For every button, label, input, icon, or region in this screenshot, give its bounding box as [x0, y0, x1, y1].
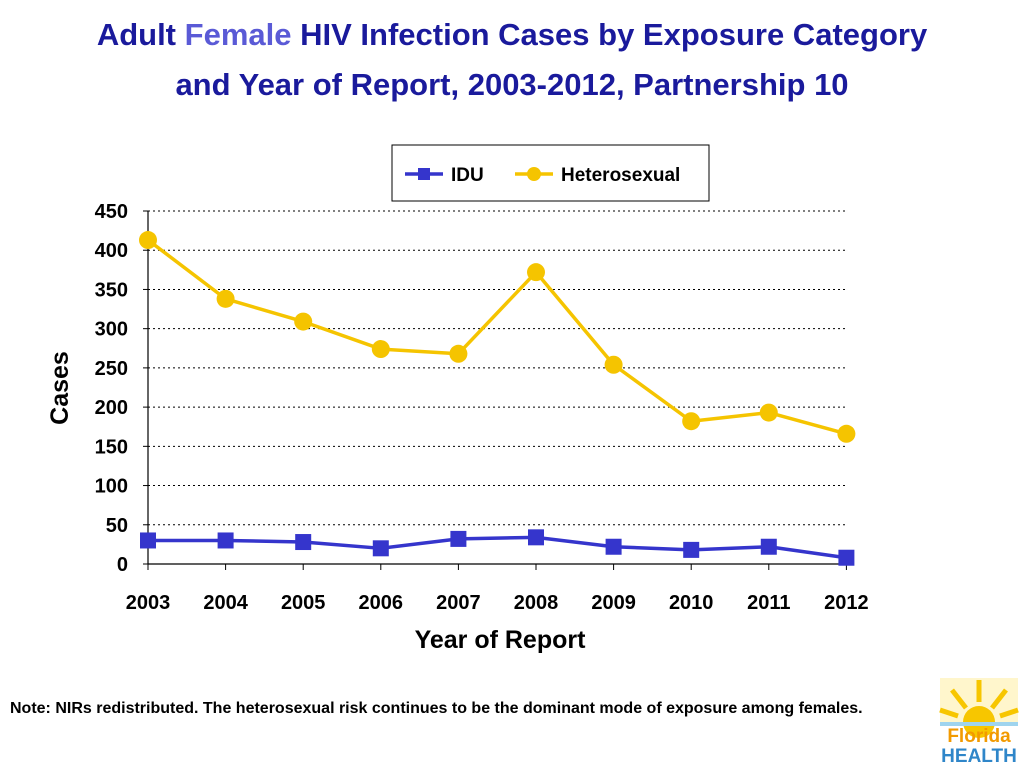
x-axis-title: Year of Report	[415, 626, 587, 654]
data-point-idu	[528, 529, 544, 546]
x-tick-label: 2012	[824, 592, 869, 614]
series-line-heterosexual	[146, 238, 847, 436]
y-tick-label: 150	[95, 436, 128, 458]
footnote: Note: NIRs redistributed. The heterosexu…	[10, 700, 863, 717]
title-part-2: HIV Infection Cases by Exposure Category	[300, 17, 928, 52]
data-point-idu	[295, 534, 312, 551]
florida-health-logo: Florida HEALTH	[939, 678, 1019, 764]
sun-icon	[939, 678, 1019, 738]
data-point-heterosexual	[604, 355, 623, 374]
data-point-heterosexual	[139, 231, 157, 250]
data-point-idu	[683, 541, 700, 558]
title-part-1: Adult	[96, 17, 177, 52]
y-tick-label: 50	[106, 515, 128, 537]
x-tick-label: 2006	[359, 592, 404, 614]
data-point-heterosexual	[682, 412, 701, 431]
y-tick-label: 400	[95, 240, 128, 262]
y-tick-label: 300	[95, 319, 128, 341]
y-tick-label: 0	[117, 554, 128, 576]
line-chart: 0 50 100 150 200 250 300 350 400 450 2003 2004 2005 2…	[46, 144, 869, 654]
data-point-heterosexual	[294, 312, 313, 331]
x-tick-label: 2005	[281, 592, 326, 614]
data-point-idu	[217, 532, 234, 549]
data-point-heterosexual	[371, 340, 390, 359]
data-point-idu	[372, 540, 389, 557]
legend-label-heterosexual: Heterosexual	[561, 165, 680, 186]
legend-marker-idu	[418, 168, 430, 180]
chart-title: Adult Female HIV Infection Cases by Expo…	[0, 10, 1024, 110]
x-tick-label: 2008	[514, 592, 559, 614]
legend-label-idu: IDU	[451, 165, 484, 186]
data-point-idu	[838, 549, 855, 566]
data-point-idu	[450, 530, 467, 547]
data-point-heterosexual	[216, 289, 235, 308]
y-axis-title: Cases	[46, 351, 74, 425]
legend-marker-heterosexual	[527, 167, 541, 181]
logo-word-health: HEALTH	[941, 746, 1017, 764]
y-tick-label: 350	[95, 279, 128, 301]
x-tick-label: 2007	[436, 592, 481, 614]
x-tick-label: 2009	[591, 592, 636, 614]
data-point-heterosexual	[837, 424, 856, 443]
data-point-idu	[605, 538, 622, 555]
x-tick-label: 2003	[126, 592, 171, 614]
data-point-idu	[140, 532, 156, 549]
y-tick-label: 200	[95, 397, 128, 419]
title-line-2: and Year of Report, 2003-2012, Partnersh…	[175, 67, 849, 102]
y-tick-label: 250	[95, 358, 128, 380]
title-accent: Female	[184, 17, 292, 52]
data-point-heterosexual	[527, 263, 545, 282]
x-tick-label: 2004	[203, 592, 248, 614]
data-point-heterosexual	[759, 403, 778, 422]
logo-word-florida: Florida	[947, 726, 1011, 747]
series-line-idu	[148, 535, 847, 560]
x-tick-label: 2011	[747, 592, 790, 614]
x-tick-label: 2010	[669, 592, 714, 614]
y-tick-label: 450	[95, 201, 128, 223]
data-point-heterosexual	[449, 344, 468, 363]
y-tick-label: 100	[95, 476, 128, 498]
data-point-idu	[760, 538, 777, 555]
title-line-1: Adult Female HIV Infection Cases by Expo…	[0, 10, 1024, 60]
